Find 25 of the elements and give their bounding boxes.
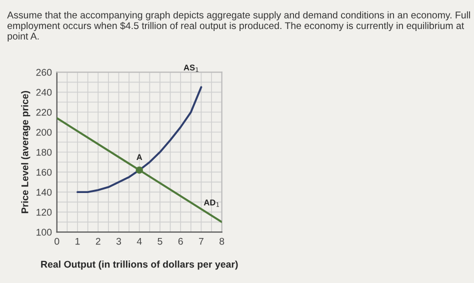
y-tick-label: 260 <box>36 68 52 76</box>
y-tick-label: 220 <box>36 108 52 116</box>
x-tick-label: 1 <box>76 238 80 245</box>
y-tick-label: 140 <box>36 188 52 196</box>
y-tick-label: 200 <box>36 128 52 136</box>
y-tick-label: 180 <box>36 148 52 156</box>
chart-title: Assume that the accompanying graph depicts aggregate supply and demand conditions in an economy. Full employment occurs when $4.5 trillion of real output is produced. The economy is currently in equilibrium at point A. <box>7 11 470 42</box>
x-tick-label: 2 <box>96 238 100 245</box>
series-label: AS$_{1}$ <box>184 64 198 72</box>
annotation: A <box>136 154 142 160</box>
y-tick-label: 160 <box>36 168 52 176</box>
y-tick-label: 120 <box>36 208 52 216</box>
y-tick-label: 240 <box>36 88 52 96</box>
x-tick-label: 3 <box>116 238 122 245</box>
line-series <box>76 86 202 194</box>
x-tick-label: 8 <box>220 238 224 245</box>
y-axis-title: Price Level (average price) <box>21 90 30 214</box>
x-axis-title: Real Output (in trillions of dollars per year) <box>41 260 238 270</box>
x-tick-label: 7 <box>199 238 204 245</box>
x-tick-label: 5 <box>158 238 162 245</box>
x-tick-label: 4 <box>136 238 142 245</box>
y-tick-label: 100 <box>36 228 52 236</box>
x-tick-label: 6 <box>178 238 183 245</box>
x-tick-label: 0 <box>54 238 60 245</box>
series-label: AD$_{1}$ <box>204 200 219 207</box>
